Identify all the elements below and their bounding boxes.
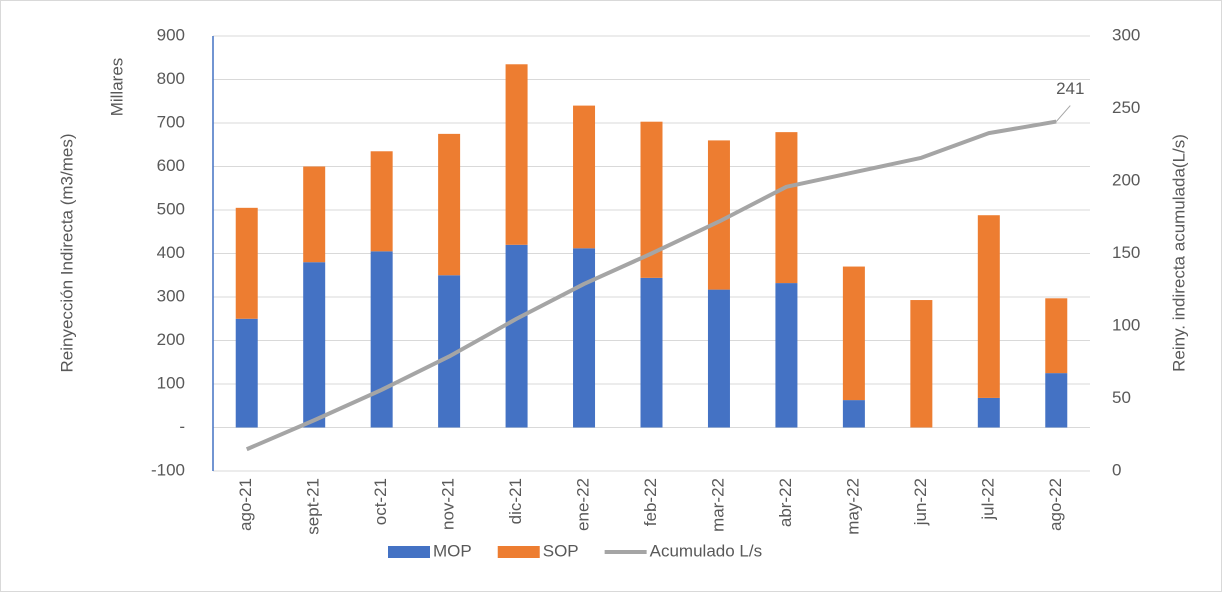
bar (640, 277, 663, 428)
bar (370, 251, 393, 428)
y-tick-label: 700 (157, 112, 185, 131)
bar (1045, 298, 1068, 374)
legend-label: SOP (543, 541, 579, 560)
bar (707, 140, 730, 290)
bar (235, 207, 258, 319)
y2-tick-label: 50 (1112, 388, 1131, 407)
x-tick-label: ago-22 (1046, 478, 1065, 531)
y-tick-label: 800 (157, 69, 185, 88)
legend-label: Acumulado L/s (650, 541, 762, 560)
x-tick-label: sept-21 (304, 478, 323, 535)
y-tick-label: - (179, 417, 185, 436)
y-tick-label: -100 (151, 460, 185, 479)
bar (303, 262, 326, 428)
bar (438, 133, 461, 276)
x-tick-label: feb-22 (641, 478, 660, 526)
x-tick-label: jul-22 (978, 478, 997, 521)
x-tick-label: may-22 (843, 478, 862, 535)
legend-swatch (388, 546, 430, 558)
line-series (245, 119, 1057, 452)
x-tick-label: ago-21 (236, 478, 255, 531)
x-tick-label: nov-21 (439, 478, 458, 530)
bar (977, 397, 1000, 428)
bar (438, 275, 461, 428)
y2-tick-label: 150 (1112, 243, 1140, 262)
y-tick-label: 200 (157, 330, 185, 349)
legend-swatch (497, 546, 540, 558)
bar (640, 121, 663, 278)
y2-tick-label: 100 (1112, 315, 1140, 334)
bar (573, 105, 596, 249)
bar (842, 266, 865, 401)
bar (707, 289, 730, 428)
x-tick-label: ene-22 (574, 478, 593, 531)
bar (842, 400, 865, 428)
y2-tick-label: 0 (1112, 460, 1121, 479)
y-axis-unit: Millares (107, 58, 126, 117)
y-tick-label: 900 (157, 25, 185, 44)
bar (910, 300, 933, 428)
legend-label: MOP (433, 541, 472, 560)
bar (775, 132, 798, 284)
bar (505, 64, 528, 245)
y-axis-label: Reinyección Indirecta (m3/mes) (57, 133, 76, 372)
y2-tick-label: 200 (1112, 170, 1140, 189)
x-tick-label: jun-22 (911, 478, 930, 526)
x-tick-label: mar-22 (708, 478, 727, 532)
bar (235, 318, 258, 428)
data-label-leader (1055, 105, 1071, 122)
y-tick-label: 300 (157, 286, 185, 305)
bar (977, 215, 1000, 398)
data-label: 241 (1056, 79, 1084, 98)
y-tick-label: 500 (157, 199, 185, 218)
y2-axis-label: Reiny. indirecta acumulada(L/s) (1169, 134, 1188, 372)
bar (370, 151, 393, 252)
y-tick-label: 600 (157, 156, 185, 175)
x-tick-label: abr-22 (776, 478, 795, 527)
bar (775, 283, 798, 428)
y2-tick-label: 250 (1112, 98, 1140, 117)
bar (505, 244, 528, 428)
bar (1045, 373, 1068, 428)
x-tick-label: dic-21 (506, 478, 525, 524)
y2-tick-label: 300 (1112, 25, 1140, 44)
bar (573, 248, 596, 428)
x-tick-label: oct-21 (371, 478, 390, 525)
y-tick-label: 100 (157, 373, 185, 392)
bar (303, 166, 326, 263)
y-tick-label: 400 (157, 243, 185, 262)
